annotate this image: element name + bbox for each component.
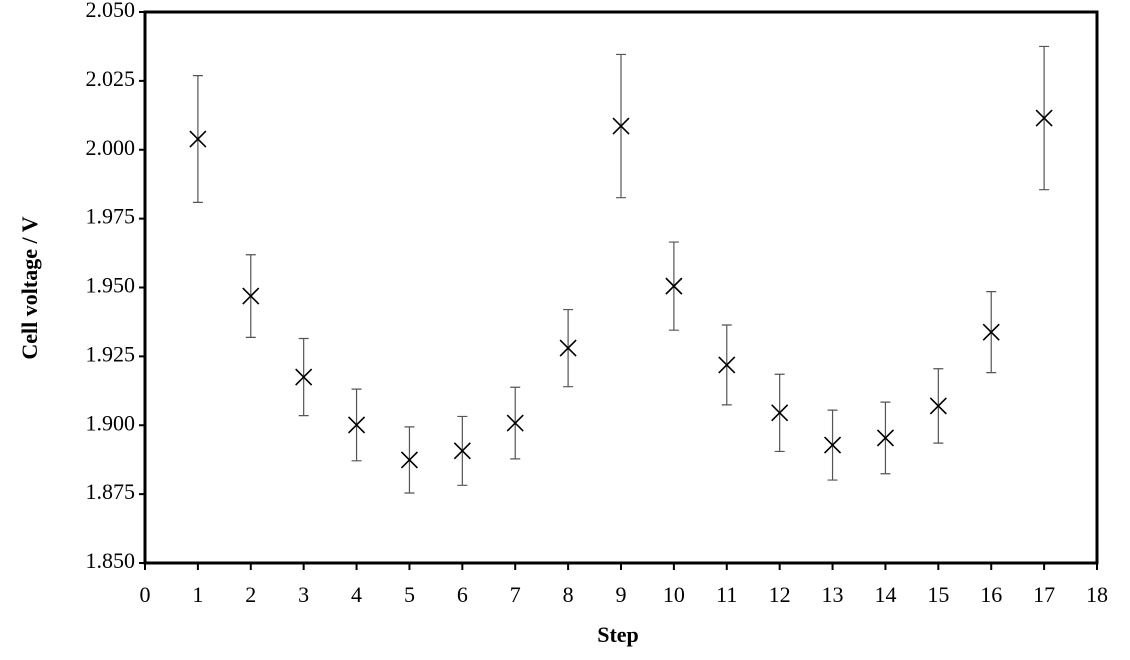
- x-axis-label: Step: [597, 622, 639, 647]
- marker: [982, 323, 1000, 341]
- y-tick-label: 1.950: [86, 273, 136, 298]
- x-tick-label: 9: [616, 582, 627, 607]
- marker: [665, 277, 683, 295]
- y-tick-label: 1.925: [86, 341, 136, 366]
- x-tick-label: 8: [563, 582, 574, 607]
- y-tick-label: 1.875: [86, 479, 136, 504]
- y-axis-label: Cell voltage / V: [17, 216, 42, 359]
- marker: [295, 368, 313, 386]
- y-tick-label: 2.050: [86, 0, 136, 22]
- x-tick-label: 17: [1033, 582, 1055, 607]
- marker: [559, 339, 577, 357]
- x-tick-label: 11: [716, 582, 737, 607]
- x-tick-label: 7: [510, 582, 521, 607]
- marker: [771, 404, 789, 422]
- x-tick-label: 0: [140, 582, 151, 607]
- x-tick-label: 5: [404, 582, 415, 607]
- marker: [453, 442, 471, 460]
- y-tick-label: 2.000: [86, 135, 136, 160]
- x-tick-label: 16: [980, 582, 1002, 607]
- x-tick-label: 3: [298, 582, 309, 607]
- marker: [929, 397, 947, 415]
- marker: [347, 416, 366, 434]
- x-tick-label: 14: [874, 582, 896, 607]
- marker: [876, 429, 895, 447]
- x-tick-label: 18: [1086, 582, 1108, 607]
- y-tick-label: 2.025: [86, 66, 136, 91]
- y-tick-label: 1.850: [86, 548, 136, 573]
- y-tick-label: 1.975: [86, 204, 136, 229]
- x-tick-label: 10: [663, 582, 685, 607]
- x-tick-label: 12: [769, 582, 791, 607]
- marker: [823, 436, 842, 454]
- x-tick-label: 15: [927, 582, 949, 607]
- marker: [242, 287, 260, 305]
- x-tick-label: 2: [245, 582, 256, 607]
- marker: [718, 356, 736, 374]
- x-tick-label: 13: [822, 582, 844, 607]
- marker: [400, 451, 419, 469]
- x-tick-label: 6: [457, 582, 468, 607]
- marker: [506, 414, 524, 432]
- marker: [612, 117, 630, 135]
- marker: [189, 130, 207, 148]
- x-tick-label: 4: [351, 582, 362, 607]
- marker: [1035, 109, 1053, 127]
- x-tick-label: 1: [192, 582, 203, 607]
- plot-frame: [143, 10, 1099, 565]
- y-tick-label: 1.900: [86, 410, 136, 435]
